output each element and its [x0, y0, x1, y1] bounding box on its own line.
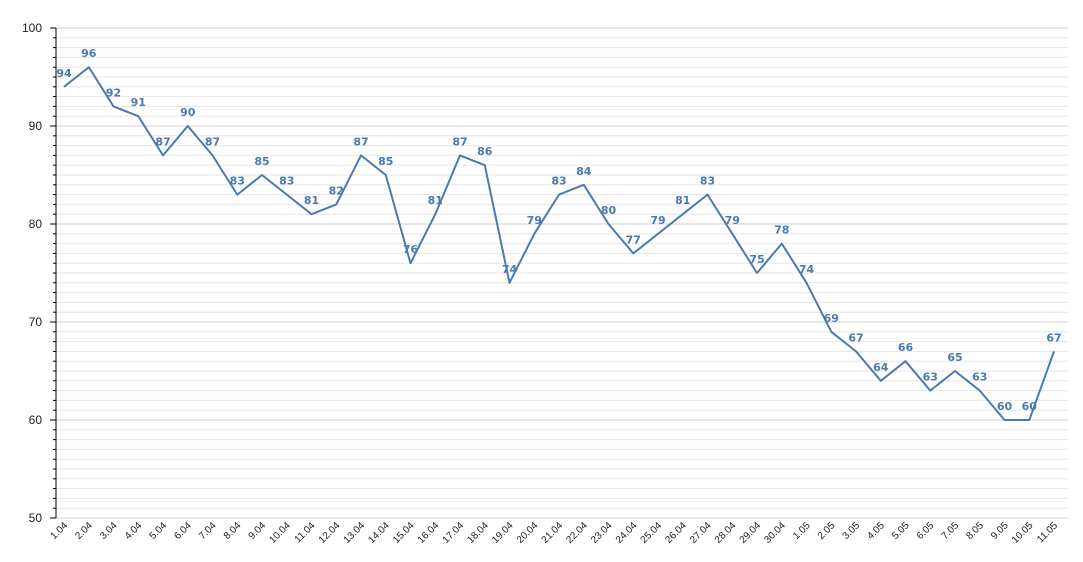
x-tick-label: 5.04	[148, 520, 170, 542]
x-tick-label: 1.05	[791, 520, 813, 542]
x-tick-label: 30.04	[762, 520, 788, 546]
data-label: 87	[205, 135, 220, 148]
x-tick-label: 6.04	[172, 520, 194, 542]
data-label: 64	[873, 361, 889, 374]
data-label: 83	[700, 175, 715, 188]
x-tick-label: 29.04	[738, 520, 764, 546]
x-tick-label: 23.04	[589, 520, 615, 546]
data-label: 85	[378, 155, 393, 168]
x-tick-label: 21.04	[540, 520, 566, 546]
x-tick-label: 28.04	[713, 520, 739, 546]
x-tick-label: 6.05	[915, 520, 937, 542]
x-tick-label: 9.04	[247, 520, 269, 542]
x-tick-label: 10.05	[1010, 520, 1036, 546]
data-label: 63	[923, 371, 938, 384]
series-line	[63, 66, 1055, 421]
grid	[56, 27, 1068, 519]
data-label: 91	[131, 96, 146, 109]
x-tick-label: 18.04	[465, 520, 491, 546]
x-tick-label: 24.04	[614, 520, 640, 546]
data-label: 79	[725, 214, 740, 227]
data-label: 83	[551, 175, 566, 188]
x-tick-label: 15.04	[391, 520, 417, 546]
x-tick-label: 2.05	[816, 520, 838, 542]
x-tick-label: 9.05	[989, 520, 1011, 542]
x-tick-label: 7.04	[197, 520, 219, 542]
data-label: 87	[353, 135, 368, 148]
data-label: 74	[502, 263, 518, 276]
data-label: 84	[576, 165, 592, 178]
data-label: 90	[180, 106, 196, 119]
y-tick-label: 70	[29, 315, 43, 329]
x-tick-label: 8.04	[222, 520, 244, 542]
y-tick-label: 100	[22, 21, 42, 35]
data-label: 82	[329, 184, 344, 197]
x-tick-label: 11.05	[1035, 520, 1060, 545]
series-line-group	[63, 66, 1055, 421]
x-tick-label: 3.05	[841, 520, 863, 542]
data-label: 79	[527, 214, 542, 227]
x-tick-label: 8.05	[964, 520, 986, 542]
data-label: 67	[848, 331, 863, 344]
x-tick-label: 2.04	[73, 520, 95, 542]
x-tick-label: 20.04	[515, 520, 541, 546]
data-label: 78	[774, 224, 789, 237]
data-label: 60	[997, 400, 1013, 413]
x-tick-label: 14.04	[366, 520, 392, 546]
data-label: 79	[650, 214, 665, 227]
data-labels: 94 96 92 91 87 90 87 83 85 83 81 82 87 85 76 81 87 86 74 79…	[56, 47, 1061, 413]
x-tick-label: 13.04	[342, 520, 368, 546]
x-tick-label: 7.05	[940, 520, 962, 542]
x-tick-label: 10.04	[267, 520, 293, 546]
x-tick-label: 25.04	[639, 520, 665, 546]
data-label: 83	[279, 175, 294, 188]
y-tick-label: 90	[29, 119, 43, 133]
y-tick-label: 60	[29, 413, 43, 427]
x-tick-label: 17.04	[441, 520, 467, 546]
data-label: 83	[230, 175, 245, 188]
data-label: 60	[1022, 400, 1038, 413]
data-label: 87	[452, 135, 467, 148]
x-tick-label: 11.04	[293, 520, 318, 545]
data-label: 77	[626, 233, 641, 246]
x-axis-labels: 1.04 2.04 3.04 4.04 5.04 6.04 7.04 8.04 9.04 10.0…	[49, 520, 1061, 546]
x-tick-label: 26.04	[663, 520, 689, 546]
data-label: 75	[749, 253, 764, 266]
data-label: 74	[799, 263, 815, 276]
data-label: 92	[106, 86, 121, 99]
data-label: 87	[155, 135, 170, 148]
data-label: 65	[947, 351, 962, 364]
data-label: 81	[675, 194, 690, 207]
x-tick-label: 4.05	[865, 520, 887, 542]
data-label: 80	[601, 204, 617, 217]
data-label: 86	[477, 145, 493, 158]
x-tick-label: 4.04	[123, 520, 145, 542]
x-tick-label: 27.04	[688, 520, 714, 546]
y-tick-label: 80	[29, 217, 43, 231]
data-label: 63	[972, 371, 987, 384]
data-label: 96	[81, 47, 97, 60]
data-label: 67	[1046, 331, 1061, 344]
data-label: 85	[254, 155, 269, 168]
x-tick-label: 3.04	[98, 520, 120, 542]
data-label: 94	[56, 67, 72, 80]
x-tick-label: 22.04	[564, 520, 590, 546]
data-label: 69	[824, 312, 839, 325]
x-tick-label: 16.04	[416, 520, 442, 546]
x-tick-label: 12.04	[317, 520, 343, 546]
data-label: 76	[403, 243, 419, 256]
y-axis: 50 60 70 80 90 100	[22, 21, 57, 525]
data-label: 66	[898, 341, 914, 354]
data-label: 81	[428, 194, 443, 207]
x-tick-label: 5.05	[890, 520, 912, 542]
x-tick-label: 1.04	[49, 520, 71, 542]
data-label: 81	[304, 194, 319, 207]
x-tick-label: 19.04	[490, 520, 516, 546]
y-tick-label: 50	[29, 511, 43, 525]
